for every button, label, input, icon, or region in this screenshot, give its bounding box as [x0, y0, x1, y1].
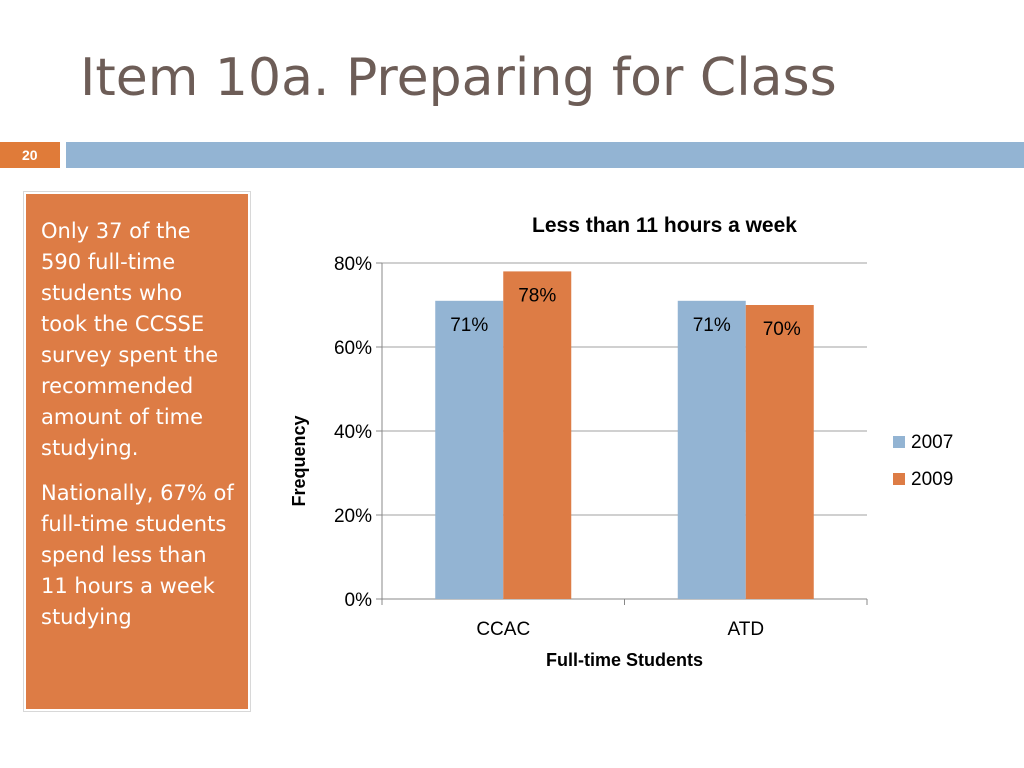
y-tick-label: 20% — [334, 506, 372, 527]
bar-2009-ccac — [503, 271, 572, 599]
header-divider-bar — [66, 142, 1024, 168]
legend-label-2009: 2009 — [911, 469, 953, 490]
legend-swatch-2009 — [893, 473, 905, 485]
legend-swatch-2007 — [893, 436, 905, 448]
chart-title: Less than 11 hours a week — [532, 214, 797, 237]
data-label: 71% — [450, 315, 488, 336]
y-tick-label: 0% — [345, 590, 373, 611]
bar-2007-ccac — [435, 300, 504, 599]
y-tick-label: 80% — [334, 254, 372, 275]
bar-chart: Less than 11 hours a week 0% 20% 40% 60% 80% 7… — [289, 214, 953, 670]
y-tick-label: 40% — [334, 422, 372, 443]
y-axis-label: Frequency — [289, 415, 309, 506]
data-label: 70% — [763, 319, 801, 340]
sidebar-textbox: Only 37 of the 590 full-time students wh… — [26, 194, 248, 709]
bar-2009-atd — [745, 305, 814, 599]
slide-title: Item 10a. Preparing for Class — [80, 48, 837, 108]
legend-label-2007: 2007 — [911, 432, 953, 453]
x-axis-label: Full-time Students — [546, 650, 703, 670]
data-label: 71% — [693, 315, 731, 336]
sidebar-paragraph-2: Nationally, 67% of full-time students sp… — [41, 481, 234, 629]
x-tick-label: ATD — [727, 619, 764, 640]
slide-number: 20 — [0, 142, 60, 168]
bar-2007-atd — [677, 300, 746, 599]
sidebar-paragraph-1: Only 37 of the 590 full-time students wh… — [41, 219, 219, 460]
data-label: 78% — [518, 285, 556, 306]
x-tick-label: CCAC — [476, 619, 530, 640]
y-tick-label: 60% — [334, 338, 372, 359]
